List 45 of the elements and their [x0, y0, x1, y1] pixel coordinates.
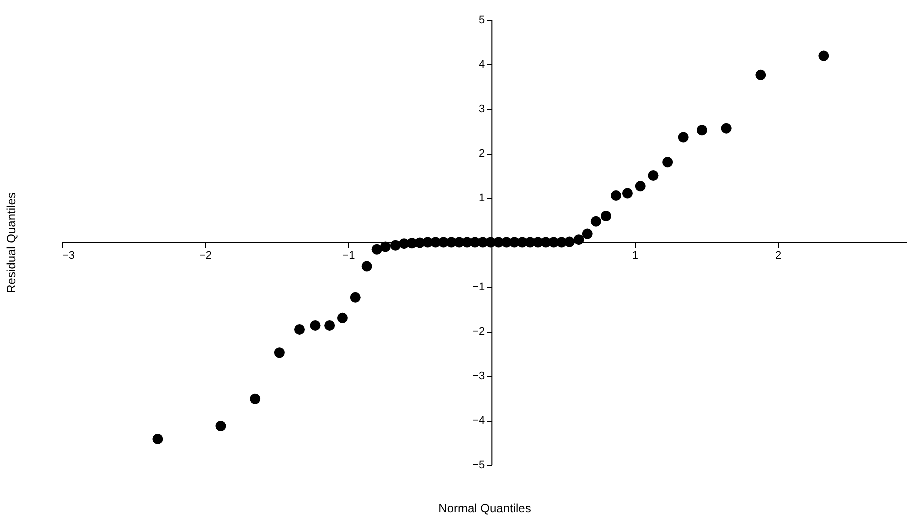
point — [611, 190, 622, 202]
point — [600, 211, 612, 222]
point — [274, 348, 285, 358]
y-tick-label: −2 — [472, 326, 486, 338]
y-tick-label: 4 — [479, 59, 486, 71]
x-tick-label: −2 — [199, 250, 212, 262]
x-axis-title: Normal Quantiles — [438, 502, 532, 516]
point — [564, 236, 575, 248]
y-tick-label: 1 — [479, 192, 486, 204]
x-tick-label: −3 — [62, 250, 76, 262]
point — [294, 324, 305, 335]
point — [380, 242, 391, 252]
y-tick-label: 5 — [479, 14, 486, 26]
point — [216, 421, 226, 432]
point — [622, 188, 633, 199]
x-tick-label: 1 — [632, 250, 638, 262]
point — [574, 234, 584, 246]
point — [590, 216, 602, 227]
point — [818, 50, 830, 62]
y-tick-label: −5 — [472, 460, 486, 472]
point — [662, 157, 674, 168]
point — [362, 261, 372, 272]
point — [390, 240, 401, 251]
point — [324, 320, 336, 331]
x-tick-label: 2 — [776, 250, 782, 262]
point — [756, 70, 766, 80]
point — [721, 123, 732, 134]
point — [337, 312, 348, 324]
y-tick-label: −3 — [472, 370, 486, 382]
point — [582, 228, 593, 240]
y-tick-label: −1 — [472, 282, 486, 294]
y-axis-title: Residual Quantiles — [4, 192, 18, 294]
y-tick-label: 3 — [479, 104, 486, 116]
point — [310, 320, 321, 331]
point — [696, 125, 708, 136]
point — [648, 170, 659, 181]
point — [635, 181, 646, 192]
point — [350, 292, 361, 303]
point — [678, 132, 689, 143]
y-tick-label: 2 — [479, 148, 486, 160]
point — [152, 434, 164, 444]
point — [250, 394, 261, 404]
point — [372, 244, 382, 255]
y-tick-label: −4 — [472, 415, 486, 427]
x-tick-label: −1 — [342, 250, 356, 262]
